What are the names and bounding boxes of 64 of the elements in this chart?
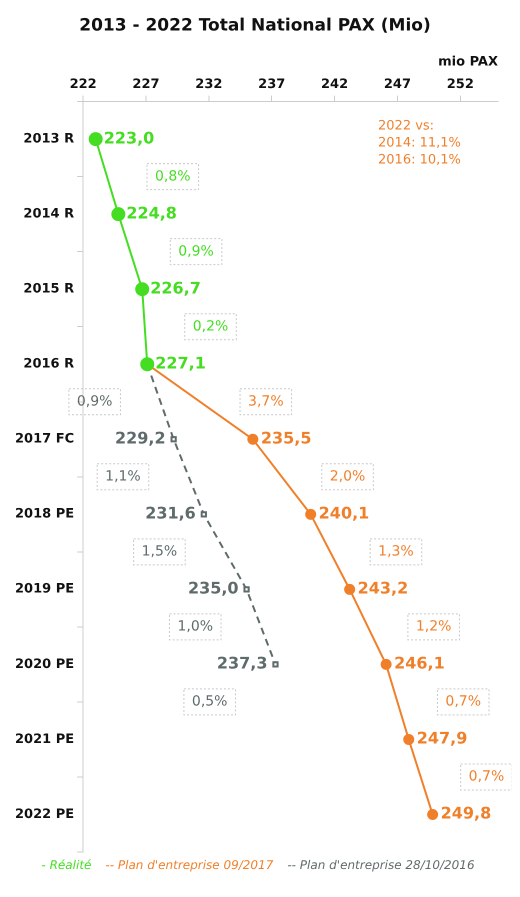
- data-label: 243,2: [358, 578, 408, 598]
- x-tick-label: 232: [195, 77, 222, 92]
- annotation: 1,0%: [177, 618, 214, 635]
- data-label: 246,1: [394, 654, 445, 673]
- y-tick-label: 2016 R: [23, 356, 74, 372]
- data-label: 226,7: [150, 278, 201, 298]
- data-label: 249,8: [440, 804, 492, 823]
- annotation: 0,9%: [178, 243, 214, 260]
- y-tick-label: 2021 PE: [15, 732, 74, 747]
- annotation: 0,2%: [192, 318, 228, 334]
- point: [88, 132, 103, 146]
- annotation: 1,1%: [105, 468, 141, 484]
- point: [170, 436, 177, 442]
- annotation: 1,5%: [142, 543, 178, 560]
- data-label: 240,1: [318, 503, 370, 522]
- y-tick-label: 2022 PE: [15, 806, 74, 822]
- x-tick-label: 222: [70, 77, 97, 92]
- point: [247, 434, 258, 445]
- annotation: 0,9%: [76, 393, 112, 410]
- annotation: 2022 vs: 2014: 11,1% 2016: 10,1%: [378, 118, 461, 168]
- annotation: 3,7%: [248, 393, 284, 410]
- point: [272, 661, 279, 668]
- data-label: 247,9: [416, 728, 468, 748]
- x-tick-label: 237: [258, 77, 286, 92]
- annotation: 0,7%: [445, 694, 481, 710]
- y-tick-label: 2014 R: [23, 206, 74, 222]
- x-axis-title: mio PAX: [438, 54, 498, 70]
- annotation: 0,7%: [468, 768, 504, 785]
- x-tick-label: 242: [320, 77, 348, 92]
- annotation: 0,5%: [192, 694, 228, 710]
- text: -- Plan d'entreprise 28/10/2016: [287, 858, 475, 872]
- y-tick-label: 2019 PE: [15, 582, 74, 597]
- x-tick-label: 247: [384, 77, 411, 92]
- data-label: 235,0: [188, 578, 239, 598]
- data-label: 231,6: [145, 503, 196, 522]
- point: [305, 508, 316, 520]
- y-tick-label: 2018 PE: [15, 506, 74, 522]
- point: [403, 734, 414, 745]
- point: [380, 658, 392, 670]
- x-tick-label: 252: [446, 77, 474, 92]
- point: [344, 584, 356, 595]
- data-label: 229,2: [115, 428, 166, 448]
- x-tick-label: 227: [132, 77, 160, 92]
- y-tick-label: 2017 FC: [14, 432, 74, 447]
- annotation: 2,0%: [330, 468, 366, 484]
- point: [111, 207, 126, 222]
- y-tick-label: 2015 R: [23, 282, 74, 297]
- annotation: 0,8%: [155, 168, 191, 184]
- data-label: 235,5: [260, 428, 312, 448]
- text: - Réalité: [41, 858, 92, 872]
- point: [427, 808, 438, 820]
- point: [200, 511, 207, 518]
- data-label: 237,3: [216, 654, 268, 673]
- annotation: 1,2%: [416, 618, 452, 635]
- text: -- Plan d'entreprise 09/2017: [105, 858, 274, 872]
- annotation: 1,3%: [378, 543, 414, 560]
- chart-title: 2013 - 2022 Total National PAX (Mio): [79, 16, 431, 36]
- y-tick-label: 2013 R: [23, 131, 74, 146]
- point: [243, 586, 250, 592]
- point: [135, 282, 150, 296]
- data-label: 223,0: [104, 128, 154, 148]
- data-label: 224,8: [126, 203, 177, 222]
- y-tick-label: 2020 PE: [15, 656, 74, 672]
- data-label: 227,1: [155, 353, 206, 372]
